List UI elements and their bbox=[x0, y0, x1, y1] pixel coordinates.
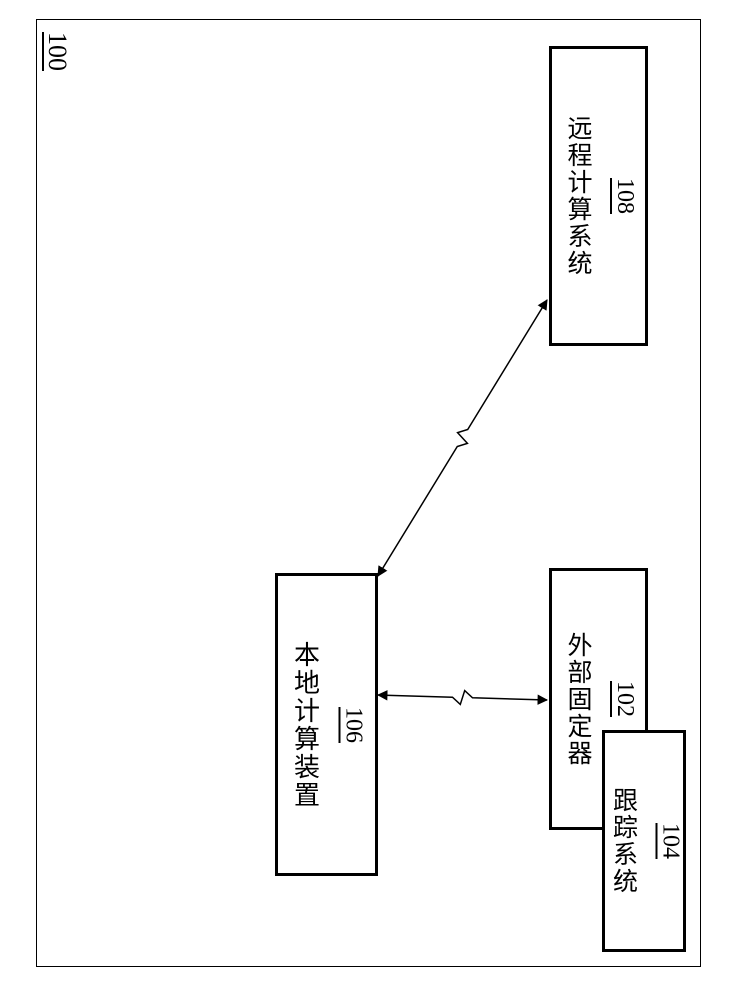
node-label: 远程计算系统 bbox=[559, 115, 595, 277]
node-ref: 106 bbox=[340, 707, 367, 743]
node-ref: 108 bbox=[611, 178, 638, 214]
node-ref: 104 bbox=[657, 823, 684, 859]
node-ref: 102 bbox=[611, 681, 638, 717]
node-local-computing-device: 本地计算装置 106 bbox=[275, 573, 378, 876]
node-label: 本地计算装置 bbox=[287, 641, 324, 809]
node-label: 外部固定器 bbox=[559, 632, 595, 767]
node-remote-computing-system: 远程计算系统 108 bbox=[549, 46, 648, 346]
node-tracking-system: 跟踪系统 104 bbox=[602, 730, 686, 952]
node-label: 跟踪系统 bbox=[605, 787, 641, 895]
figure-reference-number: 100 bbox=[42, 32, 72, 71]
